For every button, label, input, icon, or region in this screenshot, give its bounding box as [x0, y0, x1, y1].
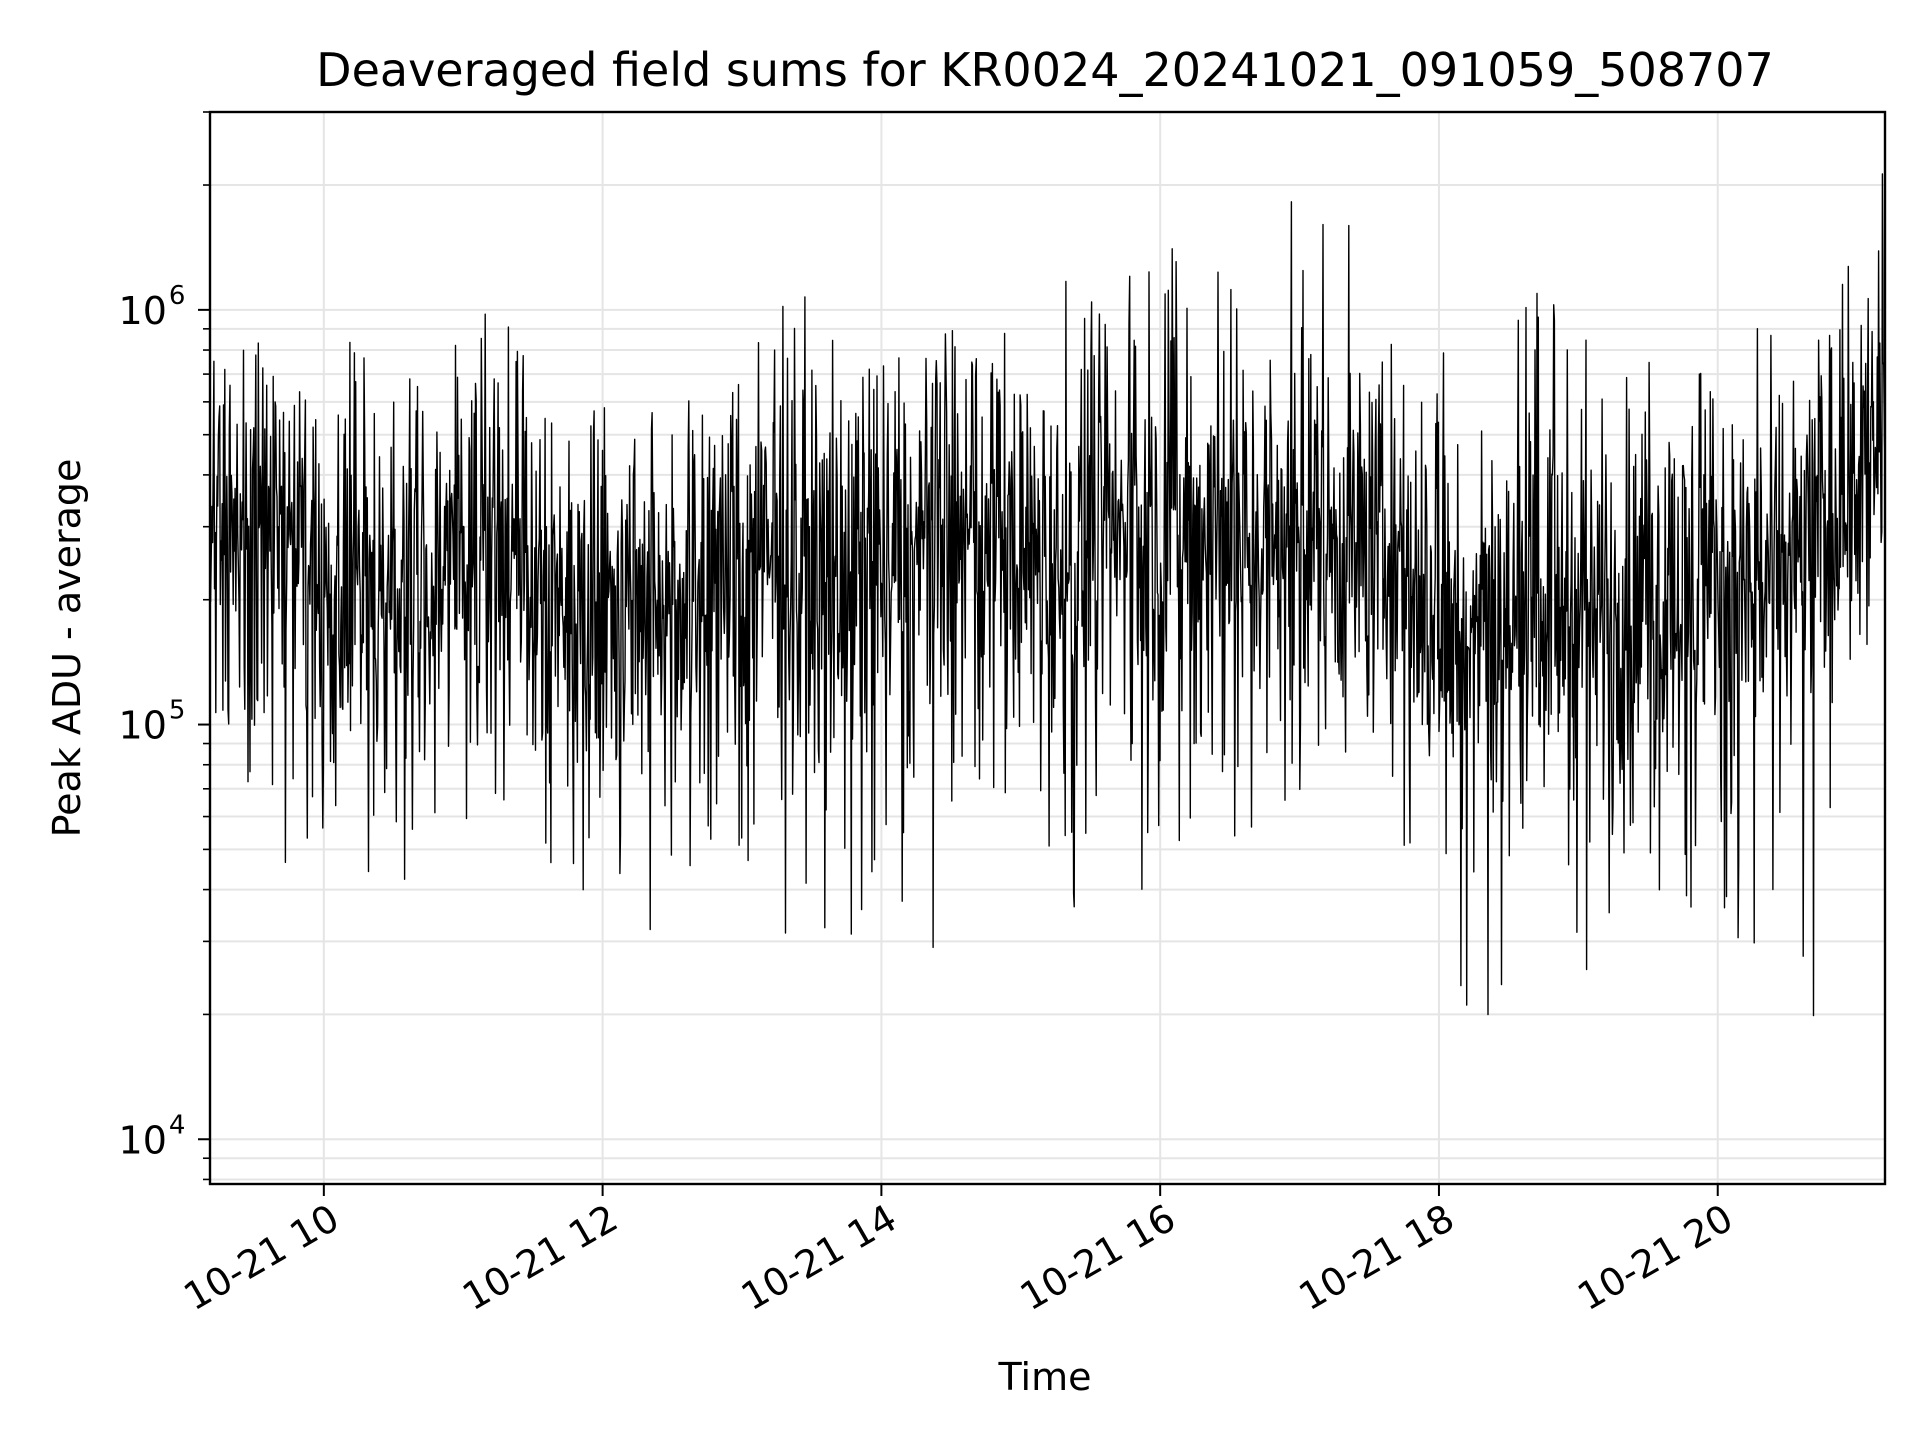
y-tick-label: 106	[119, 281, 186, 333]
chart-title: Deaveraged field sums for KR0024_2024102…	[316, 43, 1774, 97]
series-layer	[209, 173, 1886, 1017]
y-tick-label: 104	[119, 1110, 186, 1162]
plot-frame	[208, 110, 1887, 1186]
y-axis: 104 105 106	[119, 111, 210, 1181]
x-axis-label: Time	[998, 1355, 1092, 1399]
y-axis-label: Peak ADU - average	[45, 459, 89, 838]
series-line	[209, 173, 1886, 1017]
y-tick-label: 105	[119, 696, 186, 748]
